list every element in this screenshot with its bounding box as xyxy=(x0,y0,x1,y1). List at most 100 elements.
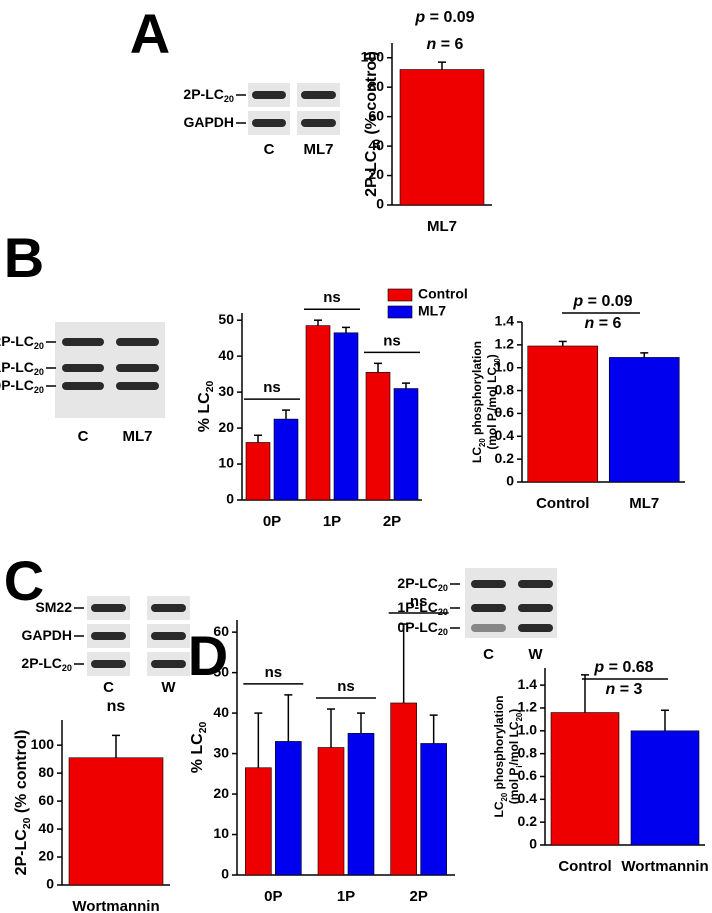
lane-label: C xyxy=(264,141,275,158)
y-axis-label-part: i xyxy=(493,411,502,413)
lane-label: W xyxy=(161,679,176,696)
error-bar xyxy=(429,714,438,744)
blot-band xyxy=(151,660,186,668)
text-part: ns xyxy=(410,593,428,610)
x-tick-label: 0P xyxy=(264,888,282,905)
italic-part: p xyxy=(593,659,604,676)
blot-band xyxy=(471,580,506,588)
blot-band xyxy=(471,624,506,632)
error-bar xyxy=(314,319,322,326)
text-part: ns xyxy=(383,332,401,349)
lane-label: W xyxy=(528,646,543,663)
y-tick-label: 50 xyxy=(218,311,234,327)
y-tick-label: 0 xyxy=(506,473,514,489)
significance-label: ns xyxy=(265,664,283,681)
y-axis-label-part: 20 xyxy=(198,722,209,734)
blot-row-label-part: 2P-LC xyxy=(397,575,437,591)
y-axis-label-part: % LC xyxy=(196,392,213,432)
legend-label: Control xyxy=(418,286,468,302)
blot-row-label-part: 20 xyxy=(34,385,44,395)
y-tick-label: 0.8 xyxy=(518,744,538,760)
y-axis-label-part: 2P-LC xyxy=(13,829,30,876)
x-tick-label: 0P xyxy=(263,513,281,530)
y-tick-label: 0.2 xyxy=(495,450,515,466)
bar xyxy=(365,372,391,501)
bar xyxy=(317,747,345,876)
x-tick-label: 2P xyxy=(409,888,427,905)
y-axis-label: LC20 phosphorylation xyxy=(470,341,486,463)
y-axis-label-part: 20 xyxy=(22,817,33,829)
error-bar xyxy=(661,709,669,731)
y-tick-label: 1.0 xyxy=(495,358,515,374)
x-tick-label: 1P xyxy=(337,888,355,905)
blot-row-label: 0P-LC20 xyxy=(397,619,448,638)
y-axis-label: % LC20 xyxy=(189,722,209,774)
y-axis-label: (mol Pi/mol LC20) xyxy=(507,709,523,805)
y-axis-label-part: ) xyxy=(507,709,521,713)
error-bar xyxy=(581,674,589,713)
y-axis-label-part: phosphorylation xyxy=(470,341,484,438)
lane-label: C xyxy=(103,679,114,696)
y-axis-label-part: (mol P xyxy=(485,413,499,450)
blot-row-label-part: 20 xyxy=(34,367,44,377)
blot-row-label-part: 20 xyxy=(34,341,44,351)
blot-band xyxy=(62,364,104,372)
blot-row-label: 2P-LC20 xyxy=(183,86,234,105)
italic-part: n xyxy=(606,681,616,698)
error-bar xyxy=(399,623,408,703)
error-bar xyxy=(438,61,446,70)
text-part: = 0.09 xyxy=(425,9,474,26)
x-tick-label: Wortmannin xyxy=(72,898,159,913)
blot-row-label: GAPDH xyxy=(21,627,72,643)
bar xyxy=(333,332,359,501)
y-tick-label: 40 xyxy=(213,704,229,720)
x-tick-label: ML7 xyxy=(427,218,457,235)
blot-row-label: SM22 xyxy=(35,599,72,615)
error-bar xyxy=(558,340,567,346)
y-tick-label: 0 xyxy=(376,196,384,212)
y-tick-label: 0.4 xyxy=(495,427,515,443)
error-bar xyxy=(284,694,293,742)
blot-row-label-part: 20 xyxy=(224,94,234,104)
italic-part: p xyxy=(572,293,583,310)
bar xyxy=(527,345,599,483)
y-tick-label: 20 xyxy=(368,166,384,182)
legend-swatch xyxy=(387,288,413,302)
blot-band xyxy=(116,382,159,390)
y-tick-label: 1.2 xyxy=(518,699,538,715)
panel-label: A xyxy=(130,2,170,65)
y-axis-label-part: % LC xyxy=(189,733,206,773)
bar xyxy=(347,733,375,876)
italic-part: n xyxy=(427,36,437,53)
x-tick-label: 1P xyxy=(323,513,341,530)
text-part: ns xyxy=(265,664,283,681)
blot-row-label-part: GAPDH xyxy=(183,114,234,130)
error-bar xyxy=(327,708,335,748)
text-part: = 6 xyxy=(436,36,463,53)
panel-label: D xyxy=(188,624,228,687)
y-axis-label-part: 20 xyxy=(500,792,509,801)
y-axis-label-part: 20 xyxy=(205,381,216,393)
y-axis-label: (mol Pi/mol LC20) xyxy=(485,354,501,450)
y-tick-label: 20 xyxy=(38,848,54,864)
blot-row-label-part: 2P-LC xyxy=(183,86,223,102)
bar xyxy=(630,730,700,846)
blot-row-label-part: 2P-LC xyxy=(0,333,34,349)
blot-row-label: 2P-LC20 xyxy=(21,655,72,674)
blot-row-label-part: 1P-LC xyxy=(397,599,437,615)
y-axis-label-part: 20 xyxy=(478,438,487,447)
italic-part: p xyxy=(414,9,425,26)
x-tick-label: 2P xyxy=(383,513,401,530)
y-tick-label: 40 xyxy=(38,820,54,836)
panel-label: B xyxy=(4,226,44,289)
error-bar xyxy=(374,362,382,373)
y-tick-label: 30 xyxy=(213,744,229,760)
error-bar xyxy=(254,434,262,443)
error-bar xyxy=(640,352,649,358)
error-bar xyxy=(112,734,120,758)
text-part: = 3 xyxy=(615,681,642,698)
y-axis-label-part: (mol P xyxy=(507,768,521,805)
bar xyxy=(550,712,620,846)
blot-row-label-part: 20 xyxy=(62,663,72,673)
y-tick-label: 0.6 xyxy=(518,767,538,783)
